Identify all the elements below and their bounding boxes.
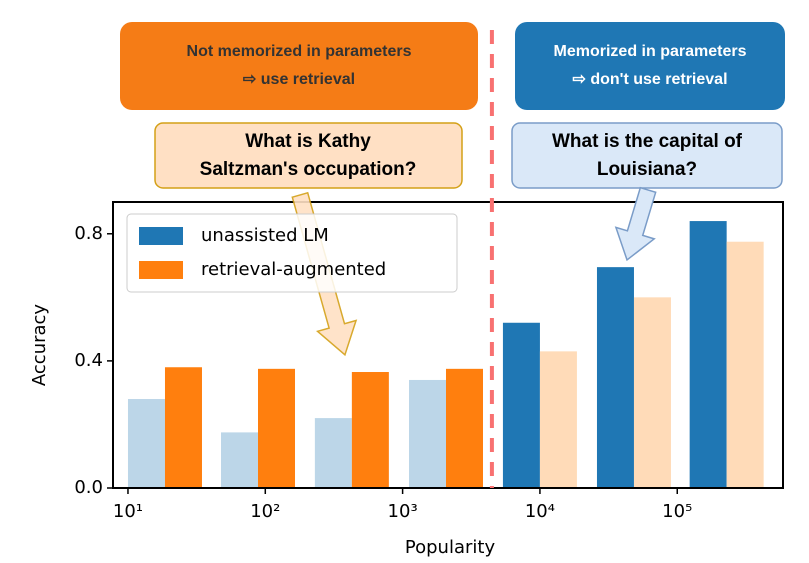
annotation-box — [120, 22, 478, 110]
legend-label: unassisted LM — [201, 225, 329, 246]
bar — [689, 221, 727, 489]
question-text: Saltzman's occupation? — [200, 159, 417, 180]
annotation-text: ⇨ don't use retrieval — [572, 71, 727, 88]
legend-swatch — [139, 227, 183, 245]
x-tick-label: 10² — [250, 501, 280, 522]
x-tick-label: 10⁵ — [662, 501, 692, 522]
question-text: Louisiana? — [597, 159, 697, 180]
y-tick-label: 0.0 — [74, 477, 103, 498]
legend-box — [126, 213, 458, 293]
arrow — [614, 186, 657, 262]
bar — [726, 241, 764, 488]
bar — [408, 379, 446, 488]
bar — [221, 432, 259, 488]
x-tick-label: 10³ — [388, 501, 418, 522]
bar — [633, 297, 671, 488]
bar — [351, 372, 389, 488]
bar — [164, 367, 202, 488]
bar — [445, 368, 483, 488]
question-text: What is the capital of — [552, 131, 743, 152]
x-tick-label: 10⁴ — [525, 501, 555, 522]
question-text: What is Kathy — [245, 131, 371, 152]
question-box — [154, 122, 463, 189]
x-tick-label: 10¹ — [113, 501, 143, 522]
annotation-text: ⇨ use retrieval — [243, 71, 355, 88]
x-axis-label: Popularity — [405, 537, 496, 558]
bar — [539, 351, 577, 488]
bar — [502, 322, 540, 488]
bar — [314, 418, 352, 488]
y-tick-label: 0.8 — [74, 223, 103, 244]
bar — [258, 368, 296, 488]
legend-swatch — [139, 261, 183, 279]
legend-label: retrieval-augmented — [201, 259, 386, 280]
y-tick-label: 0.4 — [74, 350, 103, 371]
annotation-text: Memorized in parameters — [554, 43, 747, 60]
question-box — [511, 122, 783, 189]
plot-frame — [112, 201, 784, 489]
y-axis-label: Accuracy — [29, 304, 50, 387]
annotation-box — [515, 22, 785, 110]
bar — [596, 267, 634, 488]
annotation-text: Not memorized in parameters — [187, 43, 412, 60]
bar — [127, 399, 165, 488]
